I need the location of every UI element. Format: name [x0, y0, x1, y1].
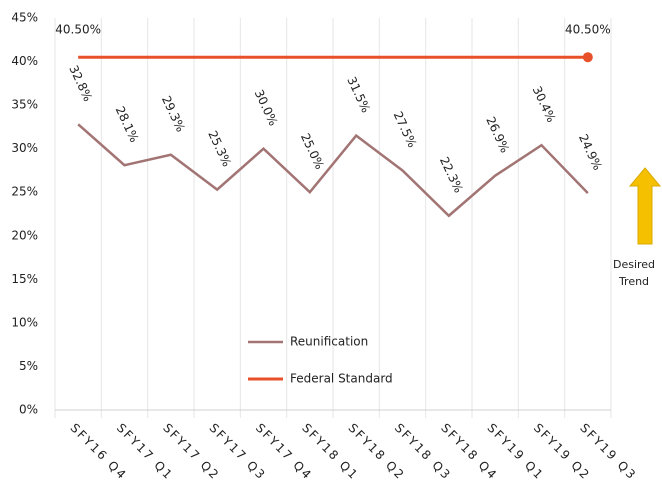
data-label: 40.50% [565, 23, 611, 37]
data-label: 26.9% [483, 115, 512, 155]
data-label: 28.1% [113, 104, 142, 144]
y-tick-label: 10% [11, 315, 38, 329]
trend-arrow [628, 167, 662, 245]
y-tick-label: 30% [11, 141, 38, 155]
legend-label: Federal Standard [290, 372, 393, 386]
data-label: 25.0% [298, 131, 327, 171]
y-tick-label: 15% [11, 272, 38, 286]
y-tick-label: 40% [11, 54, 38, 68]
y-tick-label: 45% [11, 11, 38, 25]
y-tick-label: 25% [11, 185, 38, 199]
data-label: 25.3% [205, 128, 234, 168]
data-label: 29.3% [159, 94, 188, 134]
marker [582, 52, 593, 63]
data-label: 22.3% [437, 155, 466, 195]
data-label: 40.50% [55, 23, 101, 37]
y-tick-label: 5% [19, 359, 38, 373]
data-label: 27.5% [391, 109, 420, 149]
annotation: Desired Trend [612, 258, 656, 288]
legend-label: Reunification [290, 335, 368, 349]
data-label: 24.9% [576, 132, 605, 172]
series-line [77, 123, 589, 218]
y-tick-label: 35% [11, 98, 38, 112]
data-label: 30.0% [252, 87, 281, 127]
data-label: 31.5% [344, 74, 373, 114]
y-tick-label: 0% [19, 403, 38, 417]
data-label: 32.8% [66, 63, 95, 103]
y-tick-label: 20% [11, 228, 38, 242]
data-label: 30.4% [530, 84, 559, 124]
